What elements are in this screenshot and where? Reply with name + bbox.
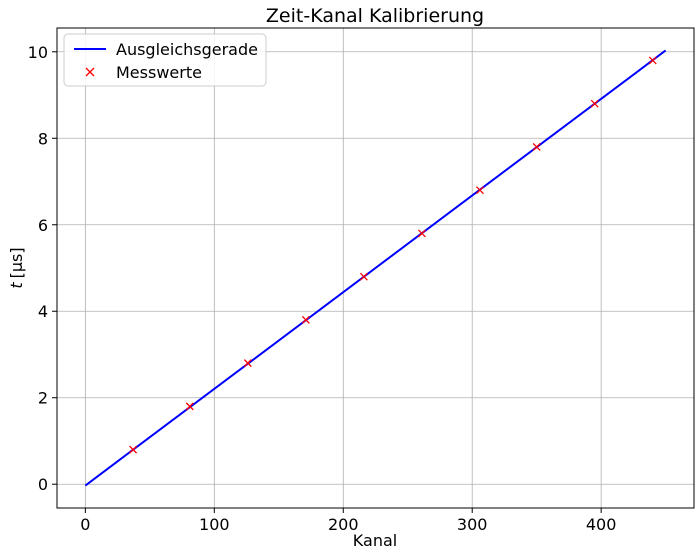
data-point-marker: [532, 142, 541, 151]
legend-entry-ausgleichsgerade: Ausgleichsgerade: [116, 40, 258, 59]
legend-marker-swatch: [85, 67, 95, 77]
y-tick-label: 0: [38, 475, 48, 494]
y-axis: 0 2 4 6 8 10: [28, 43, 57, 494]
y-axis-label-unit: [µs]: [7, 247, 26, 278]
y-axis-label-variable: t: [7, 282, 26, 289]
x-tick-label: 0: [80, 515, 90, 534]
x-axis: 0 100 200 300 400: [80, 508, 616, 534]
x-tick-label: 200: [328, 515, 359, 534]
axes-frame: [56, 27, 695, 509]
y-tick-label: 2: [38, 389, 48, 408]
y-tick-label: 4: [38, 302, 48, 321]
y-tick-label: 8: [38, 129, 48, 148]
x-axis-label: Kanal: [353, 531, 397, 550]
legend-box: [63, 33, 267, 87]
y-axis-label: t [µs]: [7, 247, 26, 288]
data-point-marker: [129, 445, 138, 454]
fit-line: [84, 49, 667, 487]
plot-area: [84, 49, 667, 487]
x-tick-label: 300: [457, 515, 488, 534]
data-point-marker: [475, 186, 484, 195]
data-point-marker: [185, 402, 194, 411]
x-tick-label: 400: [586, 515, 617, 534]
legend-entry-messwerte: Messwerte: [116, 63, 202, 82]
grid: [57, 28, 694, 508]
y-tick-label: 6: [38, 216, 48, 235]
data-point-marker: [648, 56, 657, 65]
data-point-marker: [590, 99, 599, 108]
y-tick-label: 10: [28, 43, 48, 62]
data-point-marker: [359, 272, 368, 281]
chart-title: Zeit-Kanal Kalibrierung: [266, 5, 484, 27]
data-point-marker: [301, 315, 310, 324]
data-point-marker: [243, 359, 252, 368]
x-tick-label: 100: [199, 515, 230, 534]
data-point-marker: [417, 229, 426, 238]
legend: Ausgleichsgerade Messwerte: [63, 33, 267, 87]
